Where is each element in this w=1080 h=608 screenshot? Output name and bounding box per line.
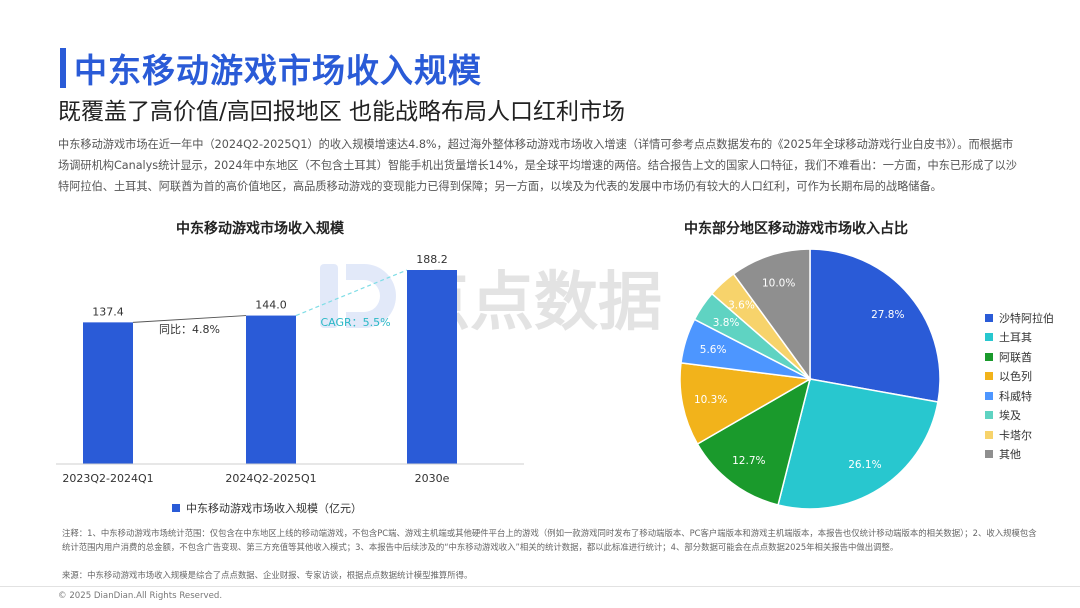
pie-slice-label: 10.0% [762,278,795,290]
bar-2 [246,315,296,464]
pie-slice-4 [679,362,813,446]
pie-legend-swatch [985,430,993,439]
pie-legend-item: 阿联酋 [985,347,1054,367]
pie-chart-title: 中东部分地区移动游戏市场收入占比 [684,221,908,237]
pie-legend-swatch [985,352,993,361]
pie-legend-label: 土耳其 [999,331,1032,345]
pie-legend-item: 土耳其 [985,328,1054,348]
pie-legend-item: 埃及 [985,406,1054,426]
bar-category-label: 2023Q2-2024Q1 [62,472,153,485]
pie-legend-swatch [985,372,993,381]
pie-legend-swatch [985,391,993,400]
bar-value-label: 137.4 [92,305,124,318]
pie-slice-2 [777,378,939,510]
bar-category-label: 2024Q2-2025Q1 [225,472,316,485]
pie-legend-item: 卡塔尔 [985,425,1054,445]
pie-slice-label: 27.8% [871,309,904,321]
pie-legend-swatch [985,450,993,459]
pie-slice-label: 12.7% [732,455,765,467]
cagr-connector [295,269,408,317]
bar-chart-title: 中东移动游戏市场收入规模 [176,221,344,237]
pie-legend-item: 科威特 [985,386,1054,406]
pie-legend-swatch [985,333,993,342]
pie-legend-label: 埃及 [999,409,1021,423]
bar-chart-legend: 中东移动游戏市场收入规模（亿元） [172,500,362,516]
footer-divider [0,586,1080,587]
pie-legend-label: 沙特阿拉伯 [999,311,1054,325]
pie-slice-1 [809,248,941,403]
bar-1 [83,322,133,464]
yoy-annotation: 同比：4.8% [159,323,220,336]
copyright: © 2025 DianDian.All Rights Reserved. [58,591,223,601]
pie-slice-label: 3.8% [713,317,740,329]
page-title: 中东移动游戏市场收入规模 [74,51,482,90]
pie-slice-label: 26.1% [848,459,881,471]
pie-legend-item: 以色列 [985,367,1054,387]
intro-paragraph: 中东移动游戏市场在近一年中（2024Q2-2025Q1）的收入规模增速达4.8%… [58,138,1017,193]
footnotes: 注释：1、中东移动游戏市场统计范围：仅包含在中东地区上线的移动端游戏，不包含PC… [62,528,1037,552]
pie-legend-item: 沙特阿拉伯 [985,308,1054,328]
pie-chart: 27.8% 26.1% 12.7% 10.3% 5.6% 3.8% 3.6% 10.0% [679,248,941,510]
pie-slice-label: 10.3% [694,394,727,406]
source-note: 来源：中东移动游戏市场收入规模是综合了点点数据、企业财报、专家访谈，根据点点数据… [62,570,473,580]
pie-legend-label: 卡塔尔 [999,428,1032,442]
bar-value-label: 144.0 [255,299,287,312]
pie-slice-3 [696,377,812,506]
pie-legend-label: 阿联酋 [999,350,1032,364]
bar-legend-swatch [172,504,180,512]
pie-slice-label: 3.6% [728,299,755,311]
pie-legend-swatch [985,313,993,322]
pie-legend-label: 科威特 [999,389,1032,403]
bar-chart: 137.4 2023Q2-2024Q1 144.0 2024Q2-2025Q1 188.… [56,253,524,485]
pie-legend-item: 其他 [985,445,1054,465]
title-accent-bar [60,48,66,88]
bar-category-label: 2030e [415,472,450,485]
cagr-annotation: CAGR：5.5% [320,316,390,329]
page-subtitle: 既覆盖了高价值/高回报地区 也能战略布局人口红利市场 [58,99,626,125]
bar-value-label: 188.2 [416,253,448,266]
pie-legend-label: 以色列 [999,370,1032,384]
pie-slice-8 [732,248,811,382]
pie-legend-label: 其他 [999,448,1021,462]
bar-legend-label: 中东移动游戏市场收入规模（亿元） [186,502,362,515]
bar-3 [407,270,457,464]
pie-slice-label: 5.6% [700,344,727,356]
yoy-connector [132,315,247,323]
pie-legend-swatch [985,411,993,420]
pie-chart-legend: 沙特阿拉伯土耳其阿联酋以色列科威特埃及卡塔尔其他 [985,308,1054,464]
